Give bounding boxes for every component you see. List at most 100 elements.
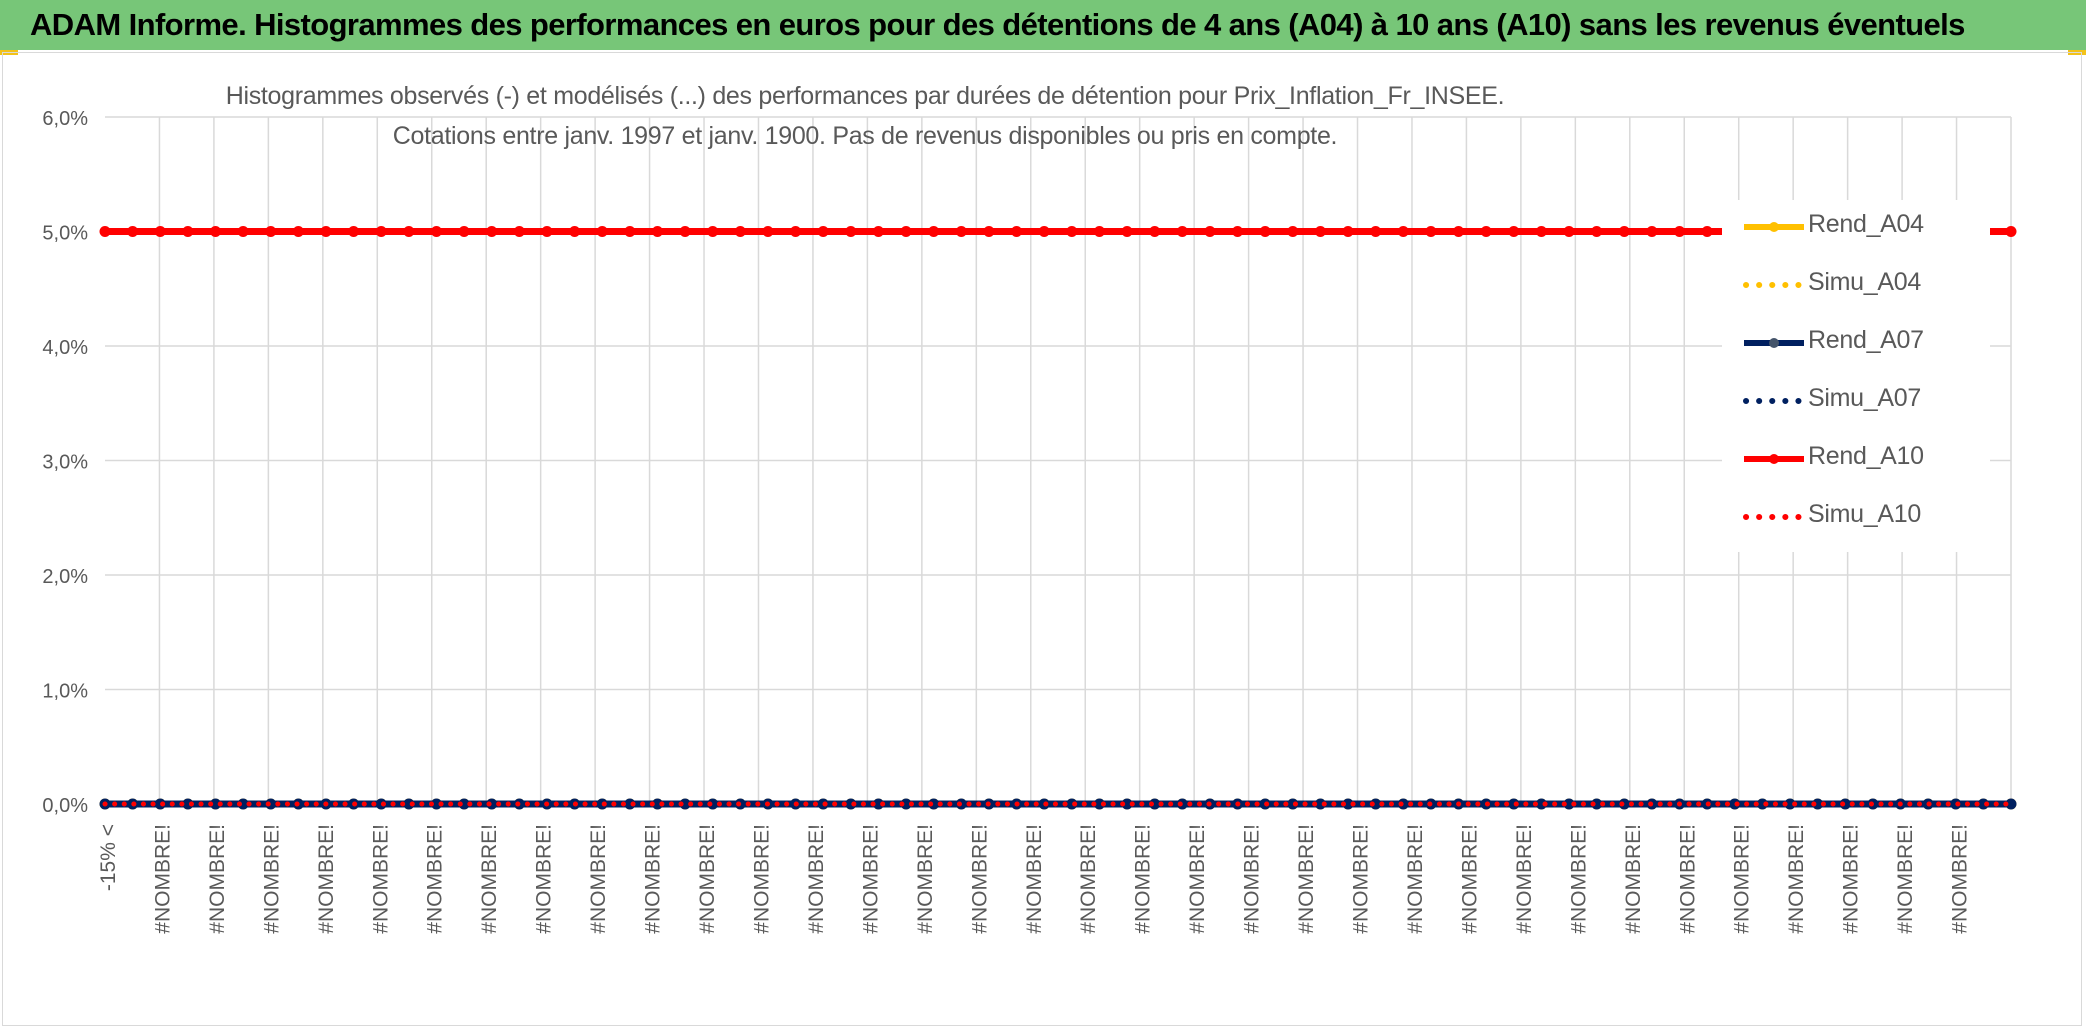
series-point-rend-a10 [1038, 226, 1050, 237]
series-point-rend-a10 [1453, 226, 1465, 237]
series-point-rend-a10 [1011, 226, 1023, 237]
series-point-rend-a07 [1093, 798, 1105, 810]
y-tick-label: 2,0% [42, 566, 88, 588]
legend-swatch-rend-a07 [1744, 338, 1804, 348]
series-point-rend-a07 [458, 798, 470, 810]
series-point-rend-a10 [1176, 226, 1188, 237]
legend-item-rend-a07: Rend_A07 [1732, 321, 1952, 379]
series-point-rend-a07 [1287, 798, 1299, 810]
series-point-rend-a10 [845, 226, 857, 237]
y-tick-label: 3,0% [42, 452, 88, 474]
series-point-rend-a07 [624, 798, 636, 810]
series-point-rend-a10 [1149, 226, 1161, 237]
y-tick-label: 0,0% [42, 795, 88, 817]
legend-background [1722, 200, 1990, 552]
series-point-rend-a10 [486, 226, 498, 237]
series-point-rend-a10 [651, 226, 663, 237]
series-point-rend-a10 [430, 226, 442, 237]
series-point-rend-a10 [209, 226, 221, 237]
x-tick-label: #NOMBRE! [1731, 824, 1754, 934]
legend-swatch-simu-a10 [1743, 514, 1806, 520]
x-tick-label: -15% < [97, 824, 120, 891]
x-tick-label: #NOMBRE! [206, 824, 229, 934]
axis-layer: 0,0% 1,0% 2,0% 3,0% 4,0% 5,0% 6,0% -15% < #NOMBR… [42, 108, 1971, 934]
legend-label-simu-a04: Simu_A04 [1808, 268, 1921, 296]
x-tick-label: #NOMBRE! [968, 824, 991, 934]
series-point-rend-a10 [1618, 226, 1630, 237]
x-tick-label: #NOMBRE! [369, 824, 392, 934]
series-point-rend-a07 [1839, 798, 1851, 810]
series-point-rend-a07 [900, 798, 912, 810]
x-tick-label: #NOMBRE! [859, 824, 882, 934]
series-point-rend-a10 [1674, 226, 1686, 237]
x-tick-label: #NOMBRE! [1567, 824, 1590, 934]
series-point-rend-a07 [845, 798, 857, 810]
chart-frame [2, 52, 2082, 1026]
legend-label-rend-a10: Rend_A10 [1808, 442, 1924, 470]
series-point-rend-a10 [348, 226, 360, 237]
series-point-rend-a10 [1646, 226, 1658, 237]
series-point-rend-a07 [1342, 798, 1354, 810]
y-tick-label: 6,0% [42, 108, 88, 130]
x-tick-label: #NOMBRE! [1350, 824, 1373, 934]
series-point-rend-a10 [1232, 226, 1244, 237]
series-point-rend-a10 [99, 226, 111, 237]
series-point-rend-a07 [1314, 798, 1326, 810]
series-point-rend-a10 [1425, 226, 1437, 237]
series-point-rend-a10 [955, 226, 967, 237]
x-tick-label: #NOMBRE! [151, 824, 174, 934]
legend-swatch-simu-a04 [1743, 282, 1806, 288]
series-point-rend-a07 [707, 798, 719, 810]
series-point-rend-a10 [817, 226, 829, 237]
series-point-rend-a07 [237, 798, 249, 810]
x-tick-label: #NOMBRE! [1785, 824, 1808, 934]
series-point-rend-a07 [1756, 798, 1768, 810]
y-tick-label: 1,0% [42, 681, 88, 703]
x-tick-label: #NOMBRE! [260, 824, 283, 934]
series-point-rend-a07 [209, 798, 221, 810]
x-tick-label: #NOMBRE! [533, 824, 556, 934]
series-point-rend-a07 [1121, 798, 1133, 810]
x-tick-label: #NOMBRE! [424, 824, 447, 934]
legend-item-rend-a10: Rend_A10 [1732, 437, 1952, 495]
x-tick-label: #NOMBRE! [1023, 824, 1046, 934]
legend-item-rend-a04: Rend_A04 [1732, 205, 1952, 263]
series-point-rend-a10 [1535, 226, 1547, 237]
series-point-rend-a10 [182, 226, 194, 237]
series-point-rend-a07 [182, 798, 194, 810]
x-tick-label: #NOMBRE! [1894, 824, 1917, 934]
x-tick-label: #NOMBRE! [1077, 824, 1100, 934]
series-point-rend-a07 [430, 798, 442, 810]
series-point-rend-a10 [1480, 226, 1492, 237]
chart-legend: Rend_A04 Simu_A04 Rend_A07 Simu_A07 Rend… [1732, 205, 1952, 553]
series-point-rend-a07 [1784, 798, 1796, 810]
series-point-rend-a10 [1508, 226, 1520, 237]
x-tick-label: #NOMBRE! [1676, 824, 1699, 934]
series-layer [99, 200, 2017, 810]
report-header: ADAM Informe. Histogrammes des performan… [0, 0, 2086, 50]
legend-swatch-simu-a07 [1743, 398, 1806, 404]
series-point-rend-a10 [1397, 226, 1409, 237]
series-point-rend-a10 [320, 226, 332, 237]
series-point-rend-a10 [1591, 226, 1603, 237]
chart-title-line-1: Histogrammes observés (-) et modélisés (… [225, 82, 1505, 110]
series-point-rend-a10 [596, 226, 608, 237]
series-point-rend-a07 [1977, 798, 1989, 810]
series-point-rend-a10 [900, 226, 912, 237]
legend-item-simu-a04: Simu_A04 [1732, 263, 1952, 321]
x-tick-label: #NOMBRE! [1513, 824, 1536, 934]
series-point-rend-a10 [154, 226, 166, 237]
series-point-rend-a07 [872, 798, 884, 810]
x-tick-label: #NOMBRE! [696, 824, 719, 934]
series-point-rend-a10 [2005, 226, 2017, 237]
series-point-rend-a10 [513, 226, 525, 237]
legend-item-simu-a10: Simu_A10 [1732, 495, 1952, 553]
legend-label-simu-a07: Simu_A07 [1808, 384, 1921, 412]
series-point-rend-a10 [762, 226, 774, 237]
legend-item-simu-a07: Simu_A07 [1732, 379, 1952, 437]
series-point-rend-a10 [679, 226, 691, 237]
x-tick-label: #NOMBRE! [914, 824, 937, 934]
x-tick-label: #NOMBRE! [587, 824, 610, 934]
y-tick-label: 5,0% [42, 223, 88, 245]
